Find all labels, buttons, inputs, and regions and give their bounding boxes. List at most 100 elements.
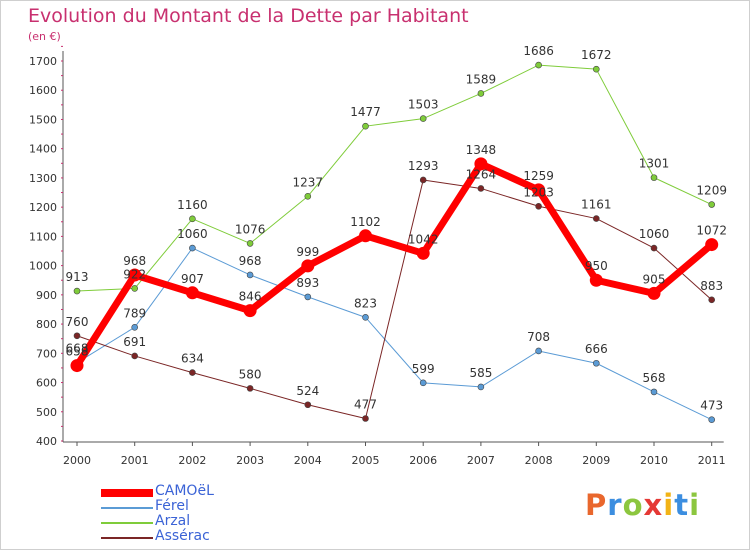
x-tick-label: 2009: [582, 454, 610, 467]
y-tick-label: 1300: [29, 172, 57, 185]
data-point: [474, 157, 488, 171]
logo-letter: t: [674, 488, 690, 522]
chart-subtitle: (en €): [28, 30, 61, 43]
proxiti-logo: Proxiti: [585, 488, 700, 522]
data-point: [592, 215, 600, 222]
y-tick-label: 1200: [29, 201, 57, 214]
logo-letter: x: [643, 488, 664, 522]
logo-letter: o: [622, 488, 644, 522]
data-point: [419, 115, 427, 122]
data-point: [246, 385, 254, 392]
x-tick-label: 2011: [698, 454, 726, 467]
data-label: 1161: [581, 198, 612, 212]
data-label: 1301: [639, 157, 670, 171]
data-point: [589, 273, 603, 287]
data-point: [419, 176, 427, 184]
y-tick-label: 600: [36, 377, 57, 390]
data-label: 1160: [177, 198, 208, 212]
y-tick-label: 1500: [29, 113, 57, 126]
x-tick-label: 2001: [121, 454, 149, 467]
data-label: 905: [643, 272, 666, 286]
x-tick-label: 2010: [640, 454, 668, 467]
data-point: [189, 215, 196, 223]
data-point: [416, 246, 430, 260]
data-point: [304, 401, 312, 409]
data-point: [246, 271, 254, 279]
data-point: [359, 229, 372, 243]
data-label: 907: [181, 272, 204, 286]
data-label: 968: [123, 254, 146, 268]
y-tick-label: 1600: [29, 84, 57, 97]
data-label: 913: [66, 270, 89, 284]
y-tick-label: 800: [36, 318, 57, 331]
x-tick-label: 2004: [294, 454, 322, 467]
data-label: 1503: [408, 98, 439, 112]
y-tick-label: 500: [36, 406, 57, 419]
data-label: 666: [585, 342, 608, 356]
data-point: [535, 202, 542, 210]
data-point: [477, 185, 485, 192]
data-point: [362, 122, 369, 130]
data-label: 1203: [523, 185, 554, 199]
x-tick-label: 2002: [178, 454, 206, 467]
series-line: [73, 160, 716, 370]
data-point: [647, 286, 661, 300]
x-tick-label: 2000: [63, 454, 91, 467]
y-tick-label: 1700: [29, 55, 57, 68]
data-label: 1264: [466, 167, 497, 181]
data-point: [131, 285, 138, 292]
x-tick-label: 2005: [352, 454, 380, 467]
data-point: [73, 332, 81, 340]
data-point: [131, 323, 138, 331]
data-label: 599: [412, 362, 435, 376]
logo-letter: i: [689, 488, 701, 522]
data-label: 668: [66, 342, 89, 356]
data-point: [477, 90, 485, 97]
legend-swatch: [101, 489, 153, 497]
data-label: 1060: [177, 227, 208, 241]
chart-title: Evolution du Montant de la Dette par Hab…: [28, 5, 469, 27]
data-point: [362, 314, 369, 321]
data-label: 968: [239, 254, 262, 268]
x-tick-label: 2007: [467, 454, 495, 467]
data-label: 1477: [350, 105, 381, 119]
data-point: [189, 369, 196, 376]
data-label: 760: [66, 315, 89, 329]
data-label: 524: [296, 384, 319, 398]
data-label: 846: [239, 290, 262, 304]
series-line: [76, 247, 713, 421]
data-label: 1686: [523, 44, 554, 58]
data-point: [73, 287, 81, 295]
data-label: 691: [123, 335, 146, 349]
y-tick-label: 400: [36, 435, 57, 448]
data-point: [708, 416, 716, 423]
data-label: 1237: [293, 175, 324, 189]
logo-letter: P: [585, 488, 608, 522]
data-label: 999: [296, 245, 319, 259]
x-tick-label: 2006: [409, 454, 437, 467]
data-point: [185, 286, 199, 300]
data-point: [128, 268, 142, 282]
data-point: [532, 183, 546, 197]
series-line: [76, 64, 713, 292]
series-line: [76, 179, 713, 419]
data-point: [650, 388, 658, 396]
logo-letter: r: [607, 488, 623, 522]
data-label: 883: [700, 279, 723, 293]
legend-label: CAMOëL: [155, 483, 214, 499]
data-label: 1102: [350, 215, 381, 229]
y-tick-label: 1100: [29, 230, 57, 243]
data-point: [477, 383, 485, 391]
data-point: [708, 201, 716, 208]
legend-swatch: [101, 537, 153, 539]
data-label: 789: [123, 306, 146, 320]
data-point: [592, 359, 600, 367]
y-tick-label: 700: [36, 347, 57, 360]
data-point: [131, 352, 138, 360]
data-label: 893: [296, 276, 319, 290]
data-label: 1042: [408, 232, 439, 246]
data-label: 950: [585, 259, 608, 273]
data-point: [301, 259, 315, 273]
line-chart: 400 500 600 700 800 900 1000 1100 1200 1300 1400 15…: [29, 44, 727, 467]
data-label: 922: [123, 267, 146, 281]
